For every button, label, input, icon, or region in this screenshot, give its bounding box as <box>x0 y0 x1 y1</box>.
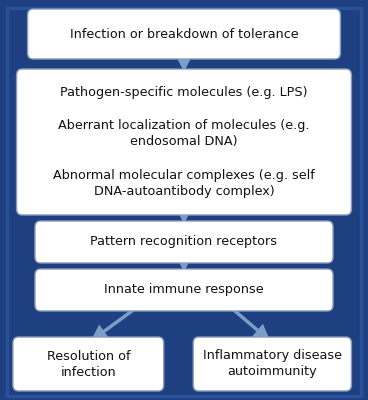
Text: Resolution of
infection: Resolution of infection <box>47 350 130 378</box>
Text: Innate immune response: Innate immune response <box>104 284 264 296</box>
Text: Inflammatory disease
autoimmunity: Inflammatory disease autoimmunity <box>203 350 342 378</box>
Text: Infection or breakdown of tolerance: Infection or breakdown of tolerance <box>70 28 298 40</box>
FancyBboxPatch shape <box>35 269 333 311</box>
FancyBboxPatch shape <box>7 8 361 396</box>
FancyBboxPatch shape <box>13 337 164 391</box>
FancyBboxPatch shape <box>35 221 333 263</box>
FancyBboxPatch shape <box>17 69 351 215</box>
FancyBboxPatch shape <box>193 337 351 391</box>
Text: Pathogen-specific molecules (e.g. LPS)

Aberrant localization of molecules (e.g.: Pathogen-specific molecules (e.g. LPS) A… <box>53 86 315 198</box>
Text: Pattern recognition receptors: Pattern recognition receptors <box>91 236 277 248</box>
FancyBboxPatch shape <box>28 9 340 59</box>
